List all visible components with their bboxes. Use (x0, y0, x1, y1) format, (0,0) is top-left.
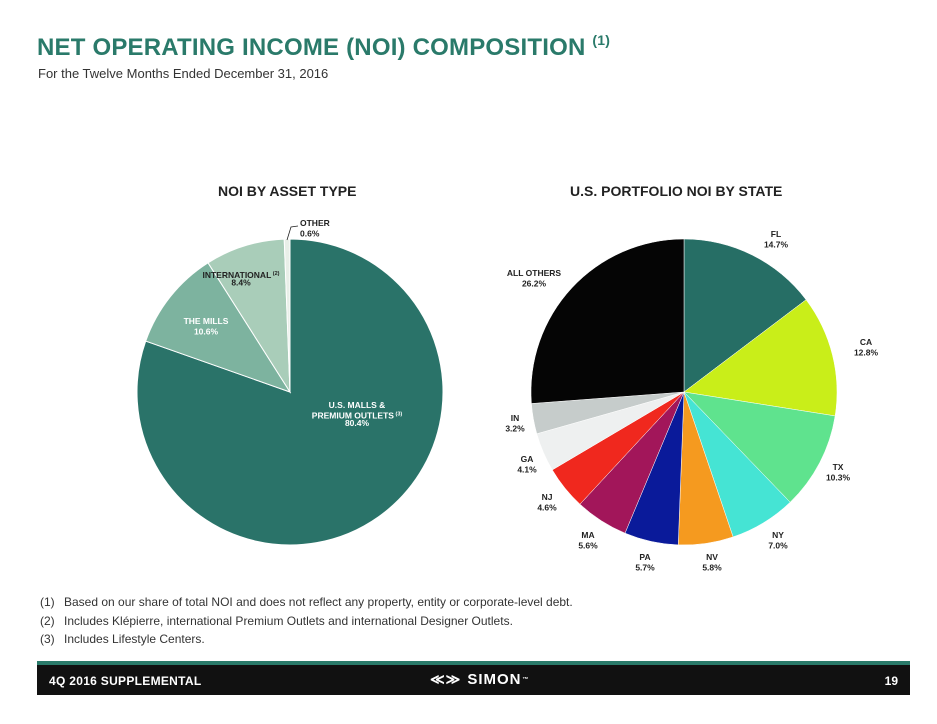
pie-slice-the-mills (145, 262, 292, 393)
state-chart-title: U.S. PORTFOLIO NOI BY STATE (570, 183, 783, 199)
other-leader-line (286, 225, 299, 241)
footnote-2: (2) Includes Klépierre, international Pre… (40, 613, 513, 628)
title-footnote-ref: (1) (592, 32, 611, 48)
slice-label-the-mills: THE MILLS 10.6% (184, 316, 229, 337)
slice-label-tx: TX 10.3% (826, 462, 851, 483)
slice-label-other: OTHER 0.6% (300, 218, 330, 239)
slice-label-fl: FL 14.7% (764, 229, 789, 250)
page-subtitle: For the Twelve Months Ended December 31,… (38, 66, 329, 81)
footnotes: (1) Based on our share of total NOI and d… (40, 593, 573, 649)
slice-label-nv: NV 5.8% (702, 552, 722, 573)
slice-label-ga: GA 4.1% (517, 454, 537, 475)
page-title: NET OPERATING INCOME (NOI) COMPOSITION (… (37, 32, 611, 61)
asset-type-pie: U.S. MALLS & PREMIUM OUTLETS (3) 80.4% THE … (136, 218, 444, 546)
simon-logo: ≪≫ SIMON ™ (430, 671, 529, 688)
slice-label-nj: NJ 4.6% (537, 492, 557, 513)
pie-slice-fl (683, 238, 807, 393)
slice-label-international: INTERNATIONAL (2) 8.4% (202, 270, 279, 288)
slice-label-ma: MA 5.6% (578, 530, 598, 551)
slice-label-ny: NY 7.0% (768, 530, 788, 551)
state-pie: FL 14.7% CA 12.8% TX 10.3% NY 7.0% NV 5.8% PA 5.7% M… (505, 229, 878, 573)
slice-label-ca: CA 12.8% (854, 337, 879, 358)
footnote-1: (1) Based on our share of total NOI and d… (40, 595, 573, 609)
simon-mark-icon: ≪≫ (430, 671, 462, 687)
asset-type-chart-title: NOI BY ASSET TYPE (218, 183, 357, 199)
slice-label-u-s-malls-premium-outlets: U.S. MALLS & PREMIUM OUTLETS (3) 80.4% (312, 400, 403, 428)
brand-name: SIMON (467, 671, 522, 688)
page-number: 19 (884, 674, 898, 688)
slice-label-in: IN 3.2% (505, 413, 525, 434)
pie-slice-tx (683, 391, 836, 503)
slice-label-all-others: ALL OTHERS 26.2% (507, 268, 561, 289)
footnote-3: (3) Includes Lifestyle Centers. (40, 632, 205, 646)
slice-label-pa: PA 5.7% (635, 552, 655, 573)
footer: 4Q 2016 SUPPLEMENTAL ≪≫ SIMON ™ 19 (37, 665, 910, 695)
pie-slice-u-s-malls-premium-outlets (136, 238, 444, 546)
pie-slice-ca (683, 299, 838, 417)
pie-slice-all-others (530, 238, 685, 404)
footer-accent-bar (37, 661, 910, 665)
footer-supplemental-label: 4Q 2016 SUPPLEMENTAL (49, 674, 202, 688)
trademark-symbol: ™ (522, 676, 530, 683)
